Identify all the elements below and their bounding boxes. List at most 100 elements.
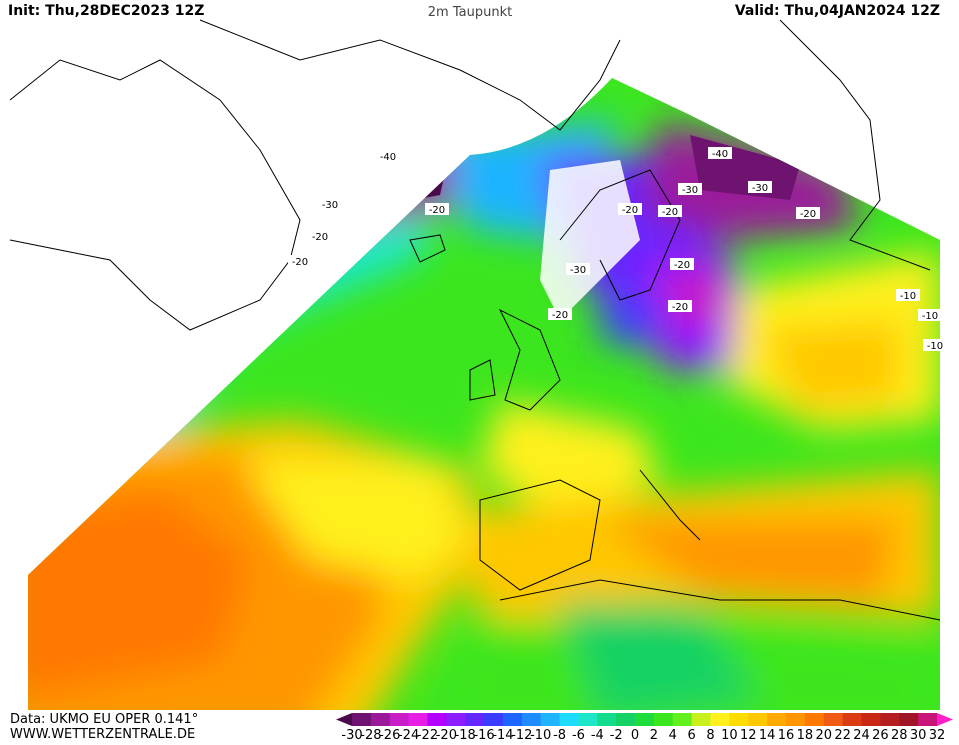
legend-label: -6 bbox=[572, 728, 585, 741]
legend-label: 18 bbox=[797, 728, 814, 741]
legend-swatch bbox=[880, 713, 900, 726]
legend-label: 6 bbox=[688, 728, 696, 741]
contour-label: -20 bbox=[552, 310, 568, 321]
contour-label: -20 bbox=[672, 302, 688, 313]
contour-label: -20 bbox=[800, 209, 816, 220]
legend-label: -12 bbox=[511, 728, 532, 741]
legend-label: 14 bbox=[759, 728, 776, 741]
contour-label-box bbox=[796, 207, 820, 219]
legend-label: -20 bbox=[436, 728, 457, 741]
color-legend: -30-28-26-24-22-20-18-16-14-12-10 -8 -6 -4-… bbox=[336, 713, 953, 743]
legend-label: -24 bbox=[398, 728, 419, 741]
legend-label: -4 bbox=[591, 728, 604, 741]
legend-swatch bbox=[899, 713, 919, 726]
contour-label: -40 bbox=[380, 152, 396, 163]
contour-label-box bbox=[376, 150, 400, 162]
legend-label: 4 bbox=[669, 728, 677, 741]
legend-swatch bbox=[540, 713, 561, 726]
contour-label-box bbox=[318, 198, 342, 210]
legend-swatch bbox=[352, 713, 372, 726]
contour-label-box bbox=[668, 300, 692, 312]
legend-label: -26 bbox=[379, 728, 400, 741]
contour-label-box bbox=[708, 147, 732, 159]
legend-label: 24 bbox=[853, 728, 870, 741]
legend-label: 28 bbox=[891, 728, 908, 741]
legend-arrow-high bbox=[937, 713, 953, 726]
contour-label-box bbox=[618, 203, 642, 215]
legend-swatch bbox=[710, 713, 730, 726]
legend-swatch bbox=[408, 713, 428, 726]
init-time: Init: Thu,28DEC2023 12Z bbox=[8, 3, 204, 19]
legend-label: -2 bbox=[610, 728, 623, 741]
data-source: Data: UKMO EU OPER 0.141° bbox=[10, 712, 198, 727]
contour-label-box bbox=[566, 263, 590, 275]
contour-label: -40 bbox=[712, 149, 728, 160]
legend-swatch bbox=[578, 713, 598, 726]
legend-arrow-low bbox=[336, 713, 352, 726]
legend-label: 20 bbox=[816, 728, 833, 741]
legend-swatch bbox=[861, 713, 881, 726]
contour-label: -10 bbox=[900, 291, 916, 302]
legend-swatch bbox=[729, 713, 749, 726]
coastlines bbox=[9, 19, 941, 621]
contour-label: -30 bbox=[682, 185, 698, 196]
legend-swatch bbox=[691, 713, 712, 726]
legend-swatch bbox=[823, 713, 844, 726]
legend-swatch bbox=[559, 713, 579, 726]
contour-label: -30 bbox=[752, 183, 768, 194]
contour-label: -30 bbox=[322, 200, 338, 211]
legend-swatch bbox=[842, 713, 863, 726]
valid-time: Valid: Thu,04JAN2024 12Z bbox=[735, 3, 940, 19]
contour-labels: -40-30-20-40-30-20-20-30-20-20-20-20-30-… bbox=[288, 147, 947, 352]
contour-label-box bbox=[918, 309, 942, 321]
legend-label: 0 bbox=[631, 728, 639, 741]
legend-label: -22 bbox=[417, 728, 438, 741]
legend-swatch bbox=[427, 713, 447, 726]
contour-label: -20 bbox=[312, 232, 328, 243]
legend-label: 8 bbox=[706, 728, 714, 741]
contour-label: -20 bbox=[429, 205, 445, 216]
contour-label-box bbox=[896, 289, 920, 301]
legend-label: -10 bbox=[530, 728, 551, 741]
contour-label-box bbox=[748, 181, 772, 193]
legend-label: 16 bbox=[778, 728, 795, 741]
contour-label-box bbox=[923, 339, 947, 351]
legend-label: -28 bbox=[360, 728, 381, 741]
legend-label: 2 bbox=[650, 728, 658, 741]
legend-swatch bbox=[370, 713, 391, 726]
contour-label: -30 bbox=[570, 265, 586, 276]
contour-label-box bbox=[670, 258, 694, 270]
legend-label: -18 bbox=[455, 728, 476, 741]
legend-swatch bbox=[672, 713, 693, 726]
legend-swatch bbox=[446, 713, 466, 726]
legend-label: -16 bbox=[473, 728, 494, 741]
legend-label: -30 bbox=[341, 728, 362, 741]
legend-swatch bbox=[616, 713, 636, 726]
contour-label-box bbox=[288, 255, 312, 267]
legend-swatch bbox=[597, 713, 617, 726]
contour-label: -10 bbox=[927, 341, 943, 352]
legend-label: -8 bbox=[553, 728, 566, 741]
contour-label: -10 bbox=[922, 311, 938, 322]
contour-label: -20 bbox=[674, 260, 690, 271]
legend-swatch bbox=[804, 713, 825, 726]
legend-label: 30 bbox=[910, 728, 927, 741]
legend-swatch bbox=[748, 713, 768, 726]
legend-swatch bbox=[918, 713, 938, 726]
contour-label-box bbox=[658, 205, 682, 217]
legend-swatch bbox=[502, 713, 523, 726]
legend-swatch bbox=[767, 713, 787, 726]
legend-swatch bbox=[484, 713, 504, 726]
legend-label: 26 bbox=[872, 728, 889, 741]
contour-label-box bbox=[425, 203, 449, 215]
contour-label: -20 bbox=[662, 207, 678, 218]
legend-label: 32 bbox=[929, 728, 946, 741]
contour-label: -20 bbox=[622, 205, 638, 216]
contour-label: -20 bbox=[292, 257, 308, 268]
map-title: 2m Taupunkt bbox=[428, 5, 512, 20]
website: WWW.WETTERZENTRALE.DE bbox=[10, 727, 195, 741]
legend-label: 10 bbox=[721, 728, 738, 741]
contour-label-box bbox=[548, 308, 572, 320]
